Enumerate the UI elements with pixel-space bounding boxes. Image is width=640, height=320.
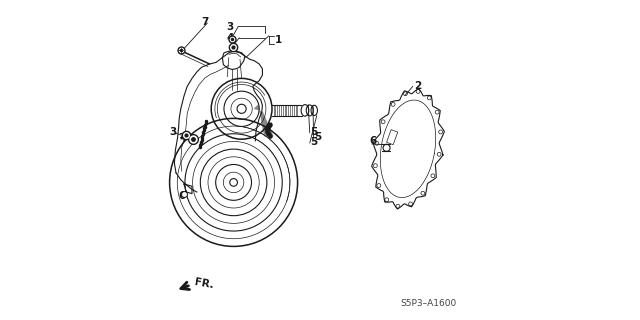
Text: S5P3–A1600: S5P3–A1600 [401,299,457,308]
Text: 1: 1 [275,35,282,45]
Text: 4: 4 [227,33,234,44]
Text: 3: 3 [227,22,234,32]
Text: 5: 5 [314,132,321,142]
Text: 3: 3 [170,127,177,137]
Text: 2: 2 [414,81,421,91]
Text: 4: 4 [179,132,187,143]
Bar [387,130,398,145]
Text: 6: 6 [179,191,186,201]
Polygon shape [254,104,274,136]
Text: 7: 7 [202,17,209,28]
Text: 6: 6 [370,136,377,147]
Text: FR.: FR. [193,277,214,290]
Text: 5: 5 [310,137,317,147]
Text: 5: 5 [310,127,317,137]
